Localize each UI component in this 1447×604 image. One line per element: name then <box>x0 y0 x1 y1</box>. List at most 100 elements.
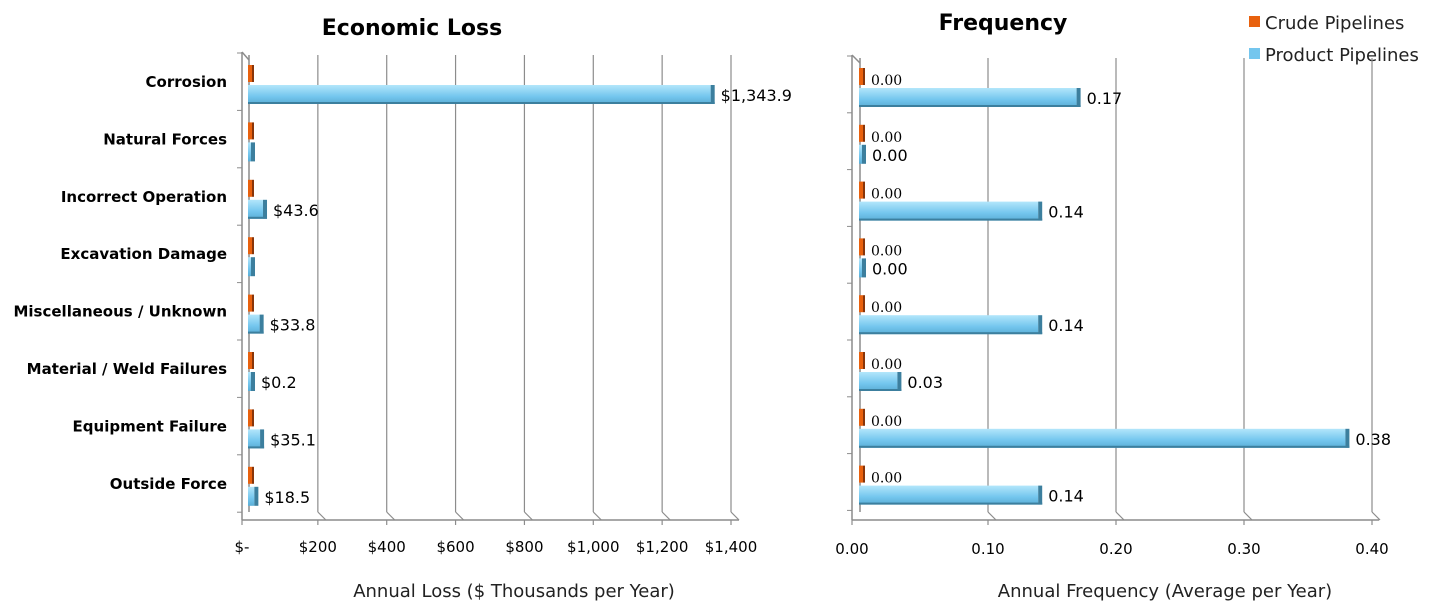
wall-top-edge <box>241 51 250 61</box>
data-label-crude: 0.00 <box>871 414 902 430</box>
bar-product-side <box>1038 315 1043 335</box>
bar-crude-side <box>252 179 254 197</box>
gridline-floor <box>987 511 997 521</box>
gridline-floor <box>1371 511 1381 521</box>
bar-product-bottom <box>248 331 264 334</box>
bar-crude <box>859 295 863 313</box>
frequency-title: Frequency <box>939 11 1068 36</box>
bar-product-side <box>1345 428 1350 448</box>
bar-crude-side <box>252 122 254 140</box>
bar-product-side <box>1076 88 1081 107</box>
economic-loss-chart: $- $200 $400 $600 $800 $1,000 $1,200 $1,400 Corr… <box>13 51 792 556</box>
frequency-x-axis-title: Annual Frequency (Average per Year) <box>998 581 1332 602</box>
x-tick-label: $1,000 <box>567 538 620 556</box>
gridline-floor <box>661 511 671 521</box>
bar-product-bottom <box>248 446 265 449</box>
bar-product <box>248 199 264 219</box>
data-label-product: $1,343.9 <box>721 86 792 105</box>
bar-product <box>859 88 1077 107</box>
bar-crude-side <box>252 409 254 427</box>
gridline-floor <box>524 511 533 521</box>
data-label-crude: 0.00 <box>871 300 902 316</box>
data-label-product: 0.00 <box>872 259 908 278</box>
bar-crude <box>859 465 863 483</box>
legend-swatch-crude <box>1249 16 1260 27</box>
x-tick-label: 0.10 <box>971 540 1004 558</box>
bar-product-side <box>1038 201 1043 221</box>
data-label-product: 0.38 <box>1355 430 1391 449</box>
data-label-product: 0.14 <box>1048 316 1084 335</box>
bar-crude-side <box>252 65 254 82</box>
bar-product-side <box>254 486 259 506</box>
bar-product-bottom <box>859 105 1081 107</box>
category-label: Equipment Failure <box>73 417 227 435</box>
bar-product <box>248 372 251 391</box>
bar-crude <box>859 124 863 142</box>
bar-product-side <box>260 429 265 449</box>
data-label-product: 0.00 <box>872 146 908 165</box>
data-label-crude: 0.00 <box>871 471 902 487</box>
data-label-product: $35.1 <box>270 430 316 449</box>
bar-product-bottom <box>248 216 268 219</box>
bar-crude-side <box>252 466 254 484</box>
bar-product-bottom <box>859 332 1043 335</box>
bar-product-side <box>251 372 255 391</box>
x-tick-label: 0.30 <box>1227 540 1260 558</box>
category-label: Miscellaneous / Unknown <box>13 303 227 321</box>
economic-loss-title: Economic Loss <box>322 16 502 41</box>
bar-product <box>859 372 898 391</box>
bar-crude-side <box>863 68 865 85</box>
bar-crude <box>248 122 252 140</box>
bar-crude-side <box>252 352 254 369</box>
bar-product <box>859 315 1039 335</box>
bar-product <box>248 257 251 277</box>
bar-product-side <box>710 85 715 104</box>
economic-loss-x-axis-title: Annual Loss ($ Thousands per Year) <box>353 581 675 602</box>
bar-product-bottom <box>859 445 1350 448</box>
data-label-product: $18.5 <box>264 488 310 507</box>
x-tick-label: 0.40 <box>1355 540 1388 558</box>
bar-crude <box>248 466 252 484</box>
bar-product <box>248 486 255 506</box>
gridline-floor <box>386 511 396 521</box>
category-label: Natural Forces <box>103 130 227 148</box>
bar-crude <box>248 65 252 82</box>
bar-crude-side <box>863 238 865 256</box>
bar-crude <box>859 238 863 256</box>
bar-product <box>248 429 261 449</box>
bar-product-side <box>862 144 866 164</box>
category-label: Excavation Damage <box>60 245 227 263</box>
category-label: Outside Force <box>110 475 227 493</box>
bar-crude-side <box>863 181 865 199</box>
wall-top-edge <box>851 54 861 64</box>
legend-label-crude: Crude Pipelines <box>1265 13 1404 34</box>
bar-crude <box>248 237 252 255</box>
bar-product <box>859 201 1039 221</box>
bar-crude <box>859 408 863 426</box>
bar-product-bottom <box>859 389 902 391</box>
bar-product <box>859 485 1039 505</box>
bar-crude <box>248 179 252 197</box>
x-tick-label: $1,400 <box>705 538 758 556</box>
bar-crude <box>248 409 252 427</box>
category-label: Material / Weld Failures <box>27 360 227 378</box>
category-label: Corrosion <box>146 73 227 91</box>
x-tick-label: $800 <box>505 538 543 556</box>
data-label-product: $33.8 <box>270 316 316 335</box>
data-label-crude: 0.00 <box>871 73 902 89</box>
bar-crude <box>248 352 252 369</box>
bar-product-side <box>251 257 255 277</box>
bar-product-side <box>259 314 264 334</box>
bar-crude-side <box>863 465 865 483</box>
x-tick-label: $400 <box>368 538 406 556</box>
gridline-floor <box>730 511 740 521</box>
gridline-floor <box>1115 511 1125 521</box>
x-tick-label: $- <box>235 538 250 556</box>
legend-label-product: Product Pipelines <box>1265 45 1419 66</box>
data-label-crude: 0.00 <box>871 243 902 259</box>
bar-product-bottom <box>859 218 1043 221</box>
bar-crude-side <box>863 295 865 313</box>
data-label-crude: 0.00 <box>871 187 902 203</box>
bar-product-side <box>251 142 255 162</box>
